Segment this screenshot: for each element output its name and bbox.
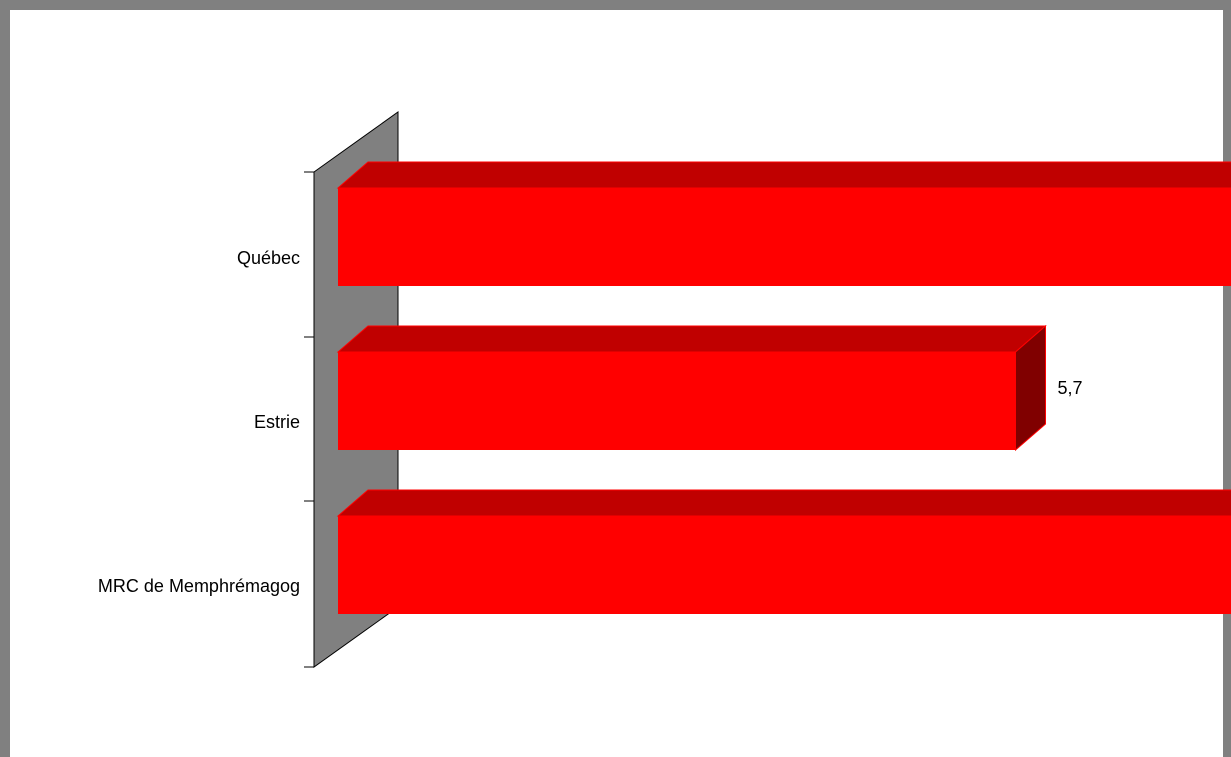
bar xyxy=(336,489,1231,614)
bar-front-face xyxy=(338,352,1016,450)
bar-top-face xyxy=(336,161,1231,189)
bar xyxy=(336,161,1231,286)
bar xyxy=(336,324,1047,452)
category-label: Québec xyxy=(237,248,300,268)
bar-front-face xyxy=(338,188,1231,286)
category-label: Estrie xyxy=(254,412,300,432)
bar-front-face xyxy=(338,516,1231,614)
data-label: 5,7 xyxy=(1058,378,1083,398)
category-label: MRC de Memphrémagog xyxy=(98,576,300,596)
bar-top-face xyxy=(336,325,1047,353)
bar-top-face xyxy=(336,489,1231,517)
